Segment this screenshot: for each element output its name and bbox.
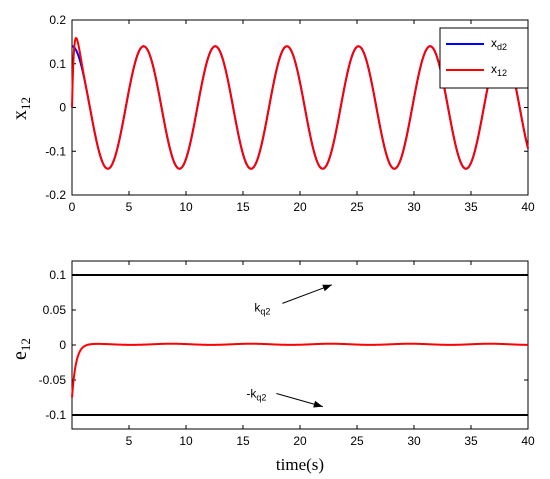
x-tick-label: 25 — [350, 434, 364, 448]
y-tick-label: 0 — [59, 338, 66, 352]
x-tick-label: 10 — [179, 434, 193, 448]
bottom-ylabel-main: e — [9, 351, 31, 360]
y-tick-label: 0.2 — [49, 13, 66, 27]
top-ylabel-main: x — [9, 110, 31, 120]
x-tick-label: 5 — [126, 200, 133, 214]
x-tick-label: 0 — [69, 200, 76, 214]
y-tick-label: -0.05 — [39, 373, 67, 387]
top-axis-ticks: 0 5 10 15 20 25 30 35 40 -0.2 -0.1 0 0.1 0.2 — [45, 13, 535, 214]
top-ylabel: x12 — [9, 97, 33, 120]
y-tick-label: 0.1 — [49, 57, 66, 71]
x-tick-label: 40 — [521, 434, 535, 448]
legend: xd2 x12 — [439, 27, 529, 89]
bottom-axis-ticks: 5 10 15 20 25 30 35 40 -0.1 -0.05 0 0.05 0.1 — [39, 261, 535, 448]
series-line-x_12 — [71, 36, 529, 170]
x-tick-label: 15 — [236, 200, 250, 214]
annotation-minus-kq2: -kq2 — [246, 387, 266, 403]
bottom-xlabel: time(s) — [276, 455, 324, 474]
x-tick-label: 25 — [350, 200, 364, 214]
y-tick-label: 0 — [59, 101, 66, 115]
x-tick-label: 10 — [179, 200, 193, 214]
y-tick-label: -0.1 — [45, 408, 66, 422]
legend-box — [439, 27, 529, 89]
annotation-kq2: kq2 — [254, 300, 270, 316]
bottom-plot: 5 10 15 20 25 30 35 40 -0.1 -0.05 0 0.05 0.1 kq2 -kq… — [9, 260, 535, 474]
legend-label-x_12: x12 — [491, 62, 507, 78]
x-tick-label: 5 — [126, 434, 133, 448]
x-tick-label: 35 — [464, 434, 478, 448]
top-plot: 0 5 10 15 20 25 30 35 40 -0.2 -0.1 0 0.1 0.2 x12 xd2 … — [9, 13, 535, 214]
x-tick-label: 30 — [407, 434, 421, 448]
legend-label-x_d2: xd2 — [491, 36, 507, 52]
x-tick-label: 15 — [236, 434, 250, 448]
annotation-arrowhead-minus-kq2 — [313, 400, 323, 408]
bottom-ylabel-sub: 12 — [18, 338, 33, 351]
bottom-ylabel: e12 — [9, 338, 33, 360]
series-line-e_12 — [71, 342, 529, 398]
x-tick-label: 40 — [521, 200, 535, 214]
x-tick-label: 30 — [407, 200, 421, 214]
x-tick-label: 20 — [293, 200, 307, 214]
annotation-arrowhead-kq2 — [322, 284, 332, 292]
x-tick-label: 35 — [464, 200, 478, 214]
y-tick-label: -0.2 — [45, 188, 66, 202]
y-tick-label: -0.1 — [45, 144, 66, 158]
y-tick-label: 0.05 — [43, 303, 67, 317]
x-tick-label: 20 — [293, 434, 307, 448]
y-tick-label: 0.1 — [49, 268, 66, 282]
top-ylabel-sub: 12 — [18, 97, 33, 110]
